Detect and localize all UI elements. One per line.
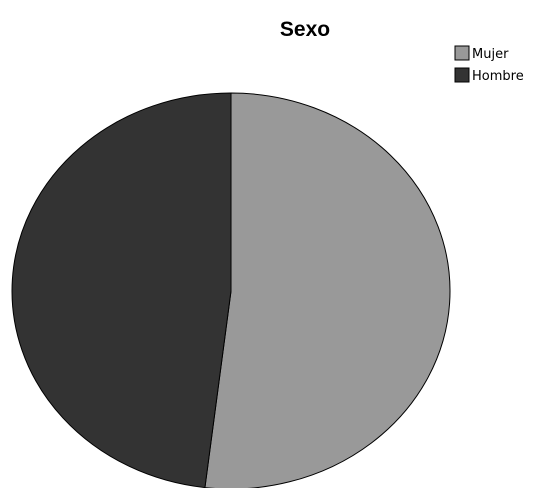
legend-swatch-hombre xyxy=(454,67,470,83)
pie-slice-hombre xyxy=(11,92,232,488)
legend: Mujer Hombre xyxy=(454,45,524,84)
legend-label-hombre: Hombre xyxy=(472,69,524,84)
legend-swatch-mujer xyxy=(454,45,470,61)
legend-item-hombre: Hombre xyxy=(454,67,524,84)
legend-item-mujer: Mujer xyxy=(454,45,509,62)
pie-slices xyxy=(11,92,451,488)
chart-title: Sexo xyxy=(280,18,330,41)
legend-label-mujer: Mujer xyxy=(472,47,509,62)
pie-slice-mujer xyxy=(204,92,451,488)
